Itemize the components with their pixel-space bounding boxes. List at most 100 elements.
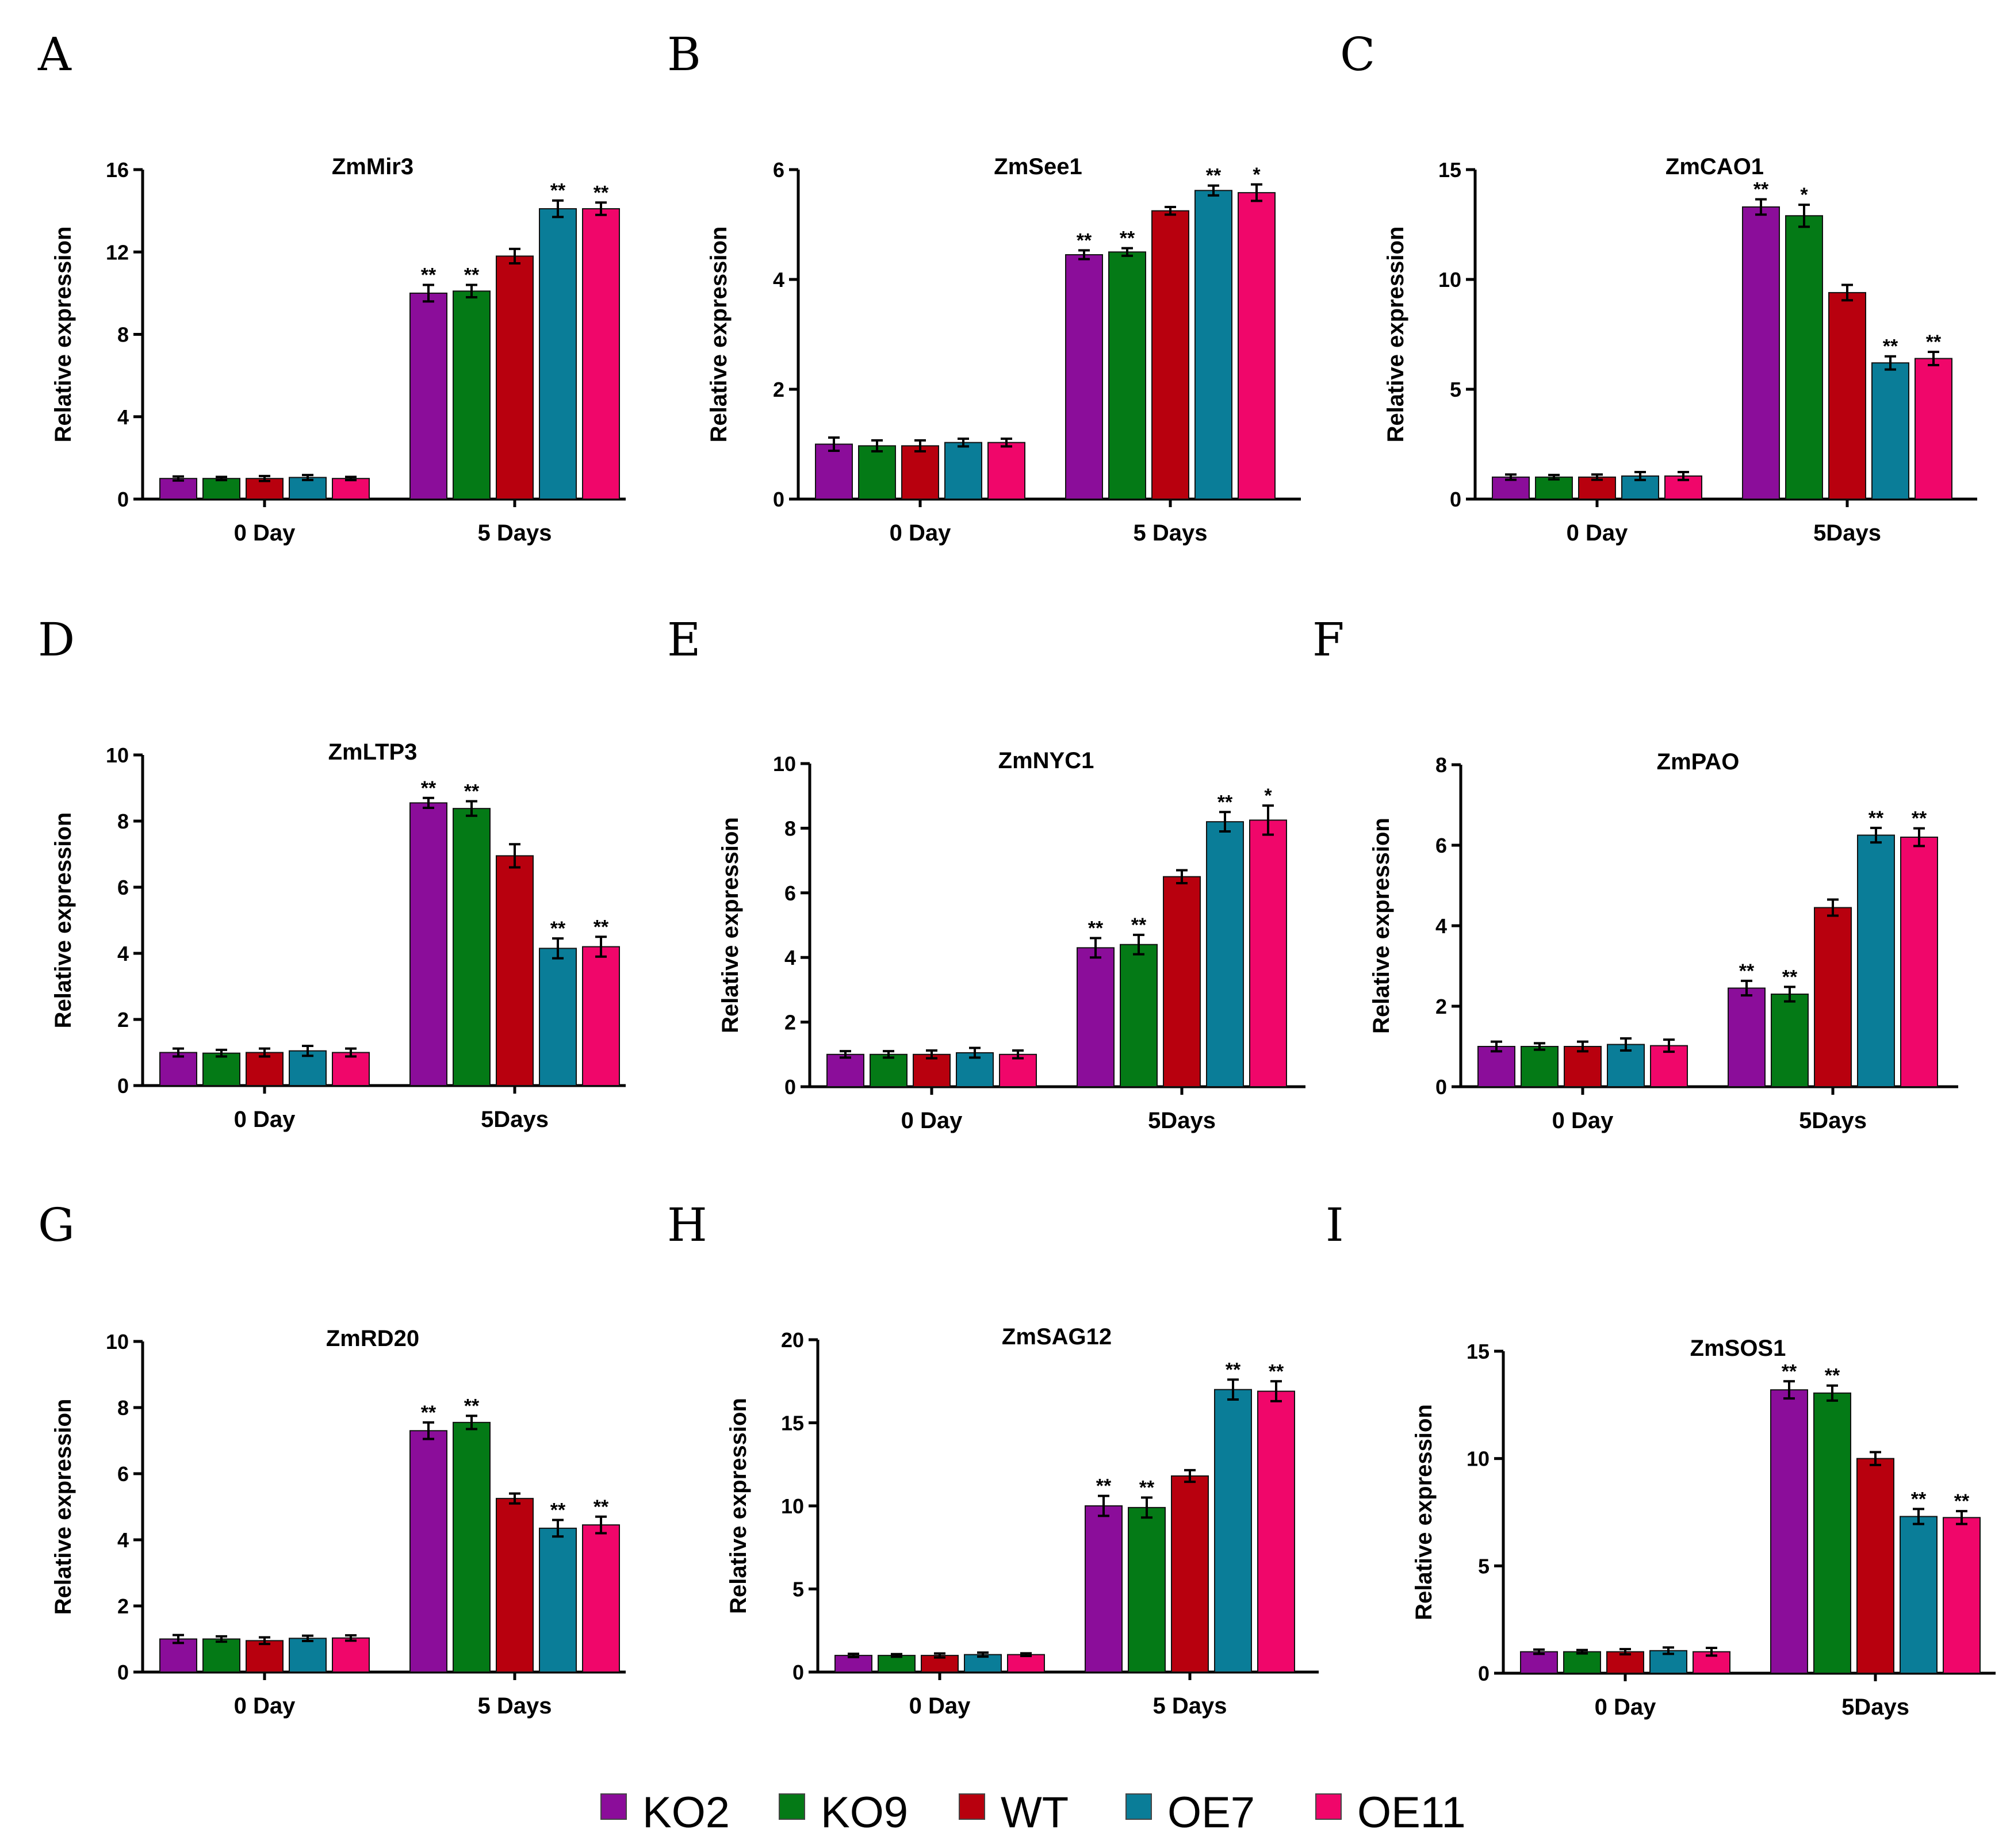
y-tick-label: 5 bbox=[792, 1578, 804, 1601]
bar-oe11 bbox=[332, 478, 370, 500]
y-tick-label: 10 bbox=[1438, 268, 1461, 292]
legend-label-oe11: OE11 bbox=[1357, 1788, 1466, 1837]
bar-oe11 bbox=[1900, 837, 1938, 1087]
bar-wt bbox=[1171, 1475, 1209, 1673]
y-tick-label: 4 bbox=[1435, 914, 1447, 938]
x-tick-label: 0 Day bbox=[234, 1107, 296, 1132]
x-tick-label: 5 Days bbox=[478, 520, 552, 546]
y-tick-label: 15 bbox=[1467, 1340, 1490, 1363]
chart-title: ZmPAO bbox=[1657, 749, 1740, 775]
significance-marker: ** bbox=[594, 916, 609, 938]
x-tick-label: 5 Days bbox=[1134, 520, 1208, 546]
x-tick-label: 5Days bbox=[1799, 1108, 1867, 1133]
bar-wt bbox=[1856, 1458, 1894, 1674]
chart-title: ZmSAG12 bbox=[1002, 1324, 1112, 1349]
x-tick-label: 5Days bbox=[1148, 1108, 1216, 1133]
bar-ko9 bbox=[453, 290, 491, 500]
bar-ko2 bbox=[1742, 206, 1780, 500]
bar-oe11 bbox=[1257, 1390, 1295, 1673]
x-tick-label: 5Days bbox=[1841, 1694, 1909, 1720]
bar-oe7 bbox=[1214, 1389, 1252, 1673]
bar-ko2 bbox=[159, 1052, 197, 1086]
y-axis-label: Relative expression bbox=[51, 1399, 76, 1615]
legend-swatch-oe7 bbox=[1125, 1793, 1152, 1820]
x-tick-label: 0 Day bbox=[890, 520, 951, 546]
y-tick-label: 5 bbox=[1450, 378, 1461, 401]
panel-letter: G bbox=[38, 1198, 75, 1252]
significance-marker: ** bbox=[1912, 808, 1927, 830]
significance-marker: ** bbox=[1825, 1365, 1840, 1387]
significance-marker: ** bbox=[464, 264, 480, 286]
y-tick-label: 15 bbox=[781, 1412, 804, 1435]
significance-marker: ** bbox=[550, 918, 566, 940]
x-tick-label: 0 Day bbox=[1552, 1108, 1614, 1133]
significance-marker: ** bbox=[1739, 960, 1755, 982]
chart-title: ZmCAO1 bbox=[1665, 154, 1764, 179]
significance-marker: ** bbox=[1926, 331, 1942, 353]
bar-wt bbox=[496, 255, 534, 500]
bar-ko9 bbox=[1771, 994, 1809, 1087]
y-axis-label: Relative expression bbox=[1383, 227, 1408, 443]
bar-ko2 bbox=[1077, 947, 1115, 1087]
bar-oe7 bbox=[539, 208, 577, 500]
bar-ko2 bbox=[409, 292, 447, 500]
y-tick-label: 8 bbox=[117, 810, 129, 833]
y-tick-label: 10 bbox=[773, 752, 796, 776]
x-tick-label: 5 Days bbox=[478, 1693, 552, 1719]
y-tick-label: 0 bbox=[117, 1661, 129, 1684]
significance-marker: ** bbox=[1120, 228, 1135, 250]
legend: KO2 KO9 WT OE7 OE11 bbox=[600, 1788, 1466, 1837]
bar-oe7 bbox=[1206, 821, 1244, 1088]
chart-i: I ZmSOS1 Relative expression 0 5 10 15 0 Day 5Da… bbox=[1326, 1198, 1996, 1720]
chart-h: H ZmSAG12 Relative expression 0 5 10 15 20 0 Day… bbox=[667, 1198, 1319, 1719]
bar-wt bbox=[496, 855, 534, 1086]
chart-title: ZmRD20 bbox=[326, 1326, 419, 1351]
y-tick-label: 0 bbox=[117, 488, 129, 511]
bar-ko9 bbox=[1813, 1392, 1851, 1674]
bar-ko2 bbox=[1065, 254, 1103, 500]
bar-ko2 bbox=[1477, 1046, 1515, 1087]
x-tick-label: 5Days bbox=[1813, 520, 1881, 546]
y-tick-label: 4 bbox=[773, 268, 784, 292]
y-tick-label: 6 bbox=[117, 876, 129, 899]
y-tick-label: 12 bbox=[106, 240, 129, 264]
panel-letter: C bbox=[1340, 28, 1375, 81]
y-axis-label: Relative expression bbox=[1411, 1404, 1437, 1620]
y-tick-label: 8 bbox=[117, 1396, 129, 1420]
x-tick-label: 0 Day bbox=[901, 1108, 963, 1133]
legend-label-wt: WT bbox=[1001, 1788, 1069, 1837]
legend-swatch-oe11 bbox=[1315, 1793, 1342, 1820]
panel-letter: H bbox=[667, 1198, 707, 1252]
y-tick-label: 6 bbox=[117, 1462, 129, 1486]
y-tick-label: 0 bbox=[1478, 1662, 1490, 1685]
y-axis-label: Relative expression bbox=[726, 1398, 751, 1614]
significance-marker: ** bbox=[1096, 1475, 1112, 1497]
bar-wt bbox=[1151, 210, 1189, 500]
bar-ko9 bbox=[1108, 251, 1146, 500]
significance-marker: ** bbox=[1883, 336, 1898, 358]
bar-ko2 bbox=[159, 1638, 197, 1673]
bar-oe11 bbox=[987, 442, 1025, 500]
y-tick-label: 4 bbox=[117, 942, 129, 965]
chart-c: C ZmCAO1 Relative expression 0 5 10 15 0 Day 5Da… bbox=[1340, 28, 1977, 546]
significance-marker: ** bbox=[1782, 966, 1798, 988]
significance-marker: ** bbox=[1206, 165, 1222, 187]
legend-swatch-ko2 bbox=[600, 1793, 627, 1820]
bar-oe7 bbox=[289, 1638, 327, 1673]
y-tick-label: 0 bbox=[792, 1661, 804, 1684]
y-axis-label: Relative expression bbox=[706, 227, 732, 443]
significance-marker: ** bbox=[421, 1402, 437, 1424]
significance-marker: ** bbox=[550, 180, 566, 202]
bar-oe11 bbox=[1007, 1654, 1045, 1673]
y-tick-label: 8 bbox=[784, 816, 796, 840]
significance-marker: ** bbox=[421, 264, 437, 286]
bar-ko9 bbox=[1128, 1506, 1166, 1673]
bar-oe7 bbox=[1871, 362, 1909, 500]
bar-wt bbox=[246, 1640, 284, 1673]
y-tick-label: 16 bbox=[106, 158, 129, 182]
y-tick-label: 2 bbox=[773, 378, 784, 401]
bar-ko2 bbox=[1520, 1651, 1558, 1674]
chart-f: F ZmPAO Relative expression 0 2 4 6 8 0 Day 5Days… bbox=[1312, 613, 1958, 1133]
y-tick-label: 0 bbox=[1435, 1075, 1447, 1099]
y-axis-label: Relative expression bbox=[51, 812, 76, 1029]
